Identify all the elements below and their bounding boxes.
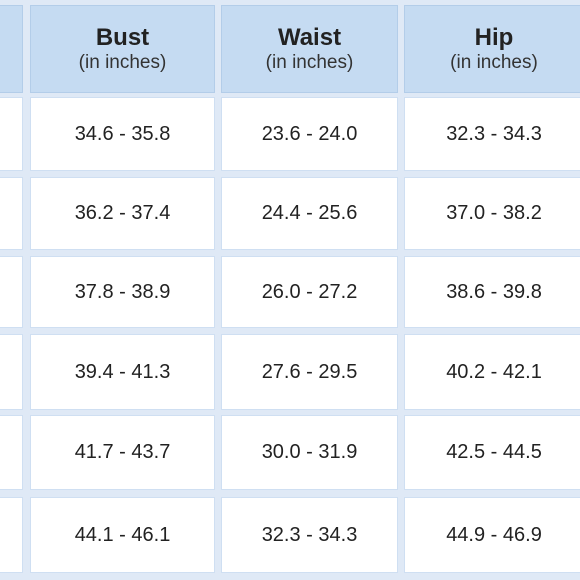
column-title: Bust	[95, 24, 150, 51]
table-cell: 30.0 - 31.9	[221, 415, 398, 490]
table-cell: 23.6 - 24.0	[221, 97, 398, 171]
table-cell: 32.3 - 34.3	[404, 97, 580, 171]
column-subtitle: (in inches)	[450, 52, 538, 73]
table-cell	[0, 177, 23, 250]
column-subtitle: (in inches)	[78, 52, 167, 73]
table-cell	[0, 256, 23, 328]
table-cell: 39.4 - 41.3	[30, 334, 215, 410]
table-cell	[0, 334, 23, 410]
table-cell: 24.4 - 25.6	[221, 177, 398, 250]
header-cell: Waist (in inches)	[221, 5, 398, 93]
table-cell: 40.2 - 42.1	[404, 334, 580, 410]
table-cell	[0, 97, 23, 171]
header-cell: Bust (in inches)	[30, 5, 215, 93]
table-cell: 42.5 - 44.5	[404, 415, 580, 490]
table-cell: 26.0 - 27.2	[221, 256, 398, 328]
table-cell: 37.8 - 38.9	[30, 256, 215, 328]
column-title: Hip	[474, 24, 514, 51]
table-cell: 27.6 - 29.5	[221, 334, 398, 410]
table-cell: 34.6 - 35.8	[30, 97, 215, 171]
table-cell	[0, 497, 23, 573]
table-cell: 32.3 - 34.3	[221, 497, 398, 573]
header-cell	[0, 5, 23, 93]
table-cell: 41.7 - 43.7	[30, 415, 215, 490]
table-cell: 44.1 - 46.1	[30, 497, 215, 573]
column-subtitle: (in inches)	[265, 52, 354, 73]
table-cell	[0, 415, 23, 490]
table-cell: 37.0 - 38.2	[404, 177, 580, 250]
column-title: Waist	[277, 24, 342, 51]
header-cell: Hip (in inches)	[404, 5, 580, 93]
table-cell: 36.2 - 37.4	[30, 177, 215, 250]
table-cell: 38.6 - 39.8	[404, 256, 580, 328]
table-cell: 44.9 - 46.9	[404, 497, 580, 573]
